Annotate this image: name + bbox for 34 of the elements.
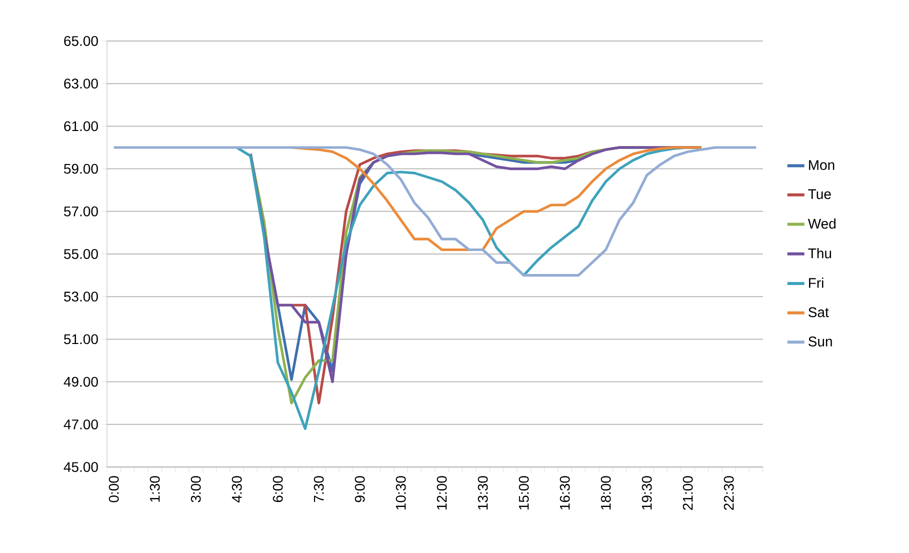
x-tick-label: 16:30	[560, 476, 570, 510]
x-tick-label: 1:30	[150, 476, 160, 502]
y-tick-label: 55.00	[64, 249, 98, 259]
x-tick-label: 3:00	[190, 476, 201, 502]
y-tick-label: 51.00	[64, 334, 98, 344]
x-tick-label: 15:00	[518, 476, 529, 510]
y-tick-label: 57.00	[64, 206, 98, 216]
legend-label: Sat	[808, 307, 829, 318]
x-tick-label: 22:30	[724, 476, 734, 510]
x-tick-label: 13:30	[478, 476, 488, 510]
y-tick-label: 59.00	[64, 164, 98, 174]
x-tick-label: 6:00	[272, 476, 283, 502]
y-tick-label: 45.00	[64, 462, 98, 472]
legend-label: Thu	[808, 248, 832, 258]
x-tick-label: 21:00	[682, 476, 693, 510]
y-tick-label: 61.00	[64, 121, 98, 132]
legend-label: Mon	[809, 160, 834, 170]
legend-label: Tue	[808, 189, 831, 200]
y-tick-label: 47.00	[64, 419, 98, 430]
x-tick-label: 10:30	[396, 476, 406, 510]
legend-label: Wed	[808, 218, 836, 229]
x-tick-label: 18:00	[600, 476, 611, 510]
y-tick-label: 53.00	[64, 292, 98, 302]
x-tick-label: 4:30	[232, 476, 242, 502]
x-tick-label: 0:00	[108, 476, 119, 502]
x-tick-label: 9:00	[354, 476, 365, 502]
y-tick-label: 63.00	[64, 78, 98, 89]
legend-label: Sun	[808, 336, 832, 346]
y-tick-label: 65.00	[64, 36, 98, 46]
x-tick-label: 19:30	[642, 476, 652, 510]
legend-label: Fri	[809, 278, 824, 288]
x-tick-label: 7:30	[314, 476, 324, 502]
x-tick-label: 12:00	[436, 476, 447, 510]
y-tick-label: 49.00	[64, 376, 98, 387]
